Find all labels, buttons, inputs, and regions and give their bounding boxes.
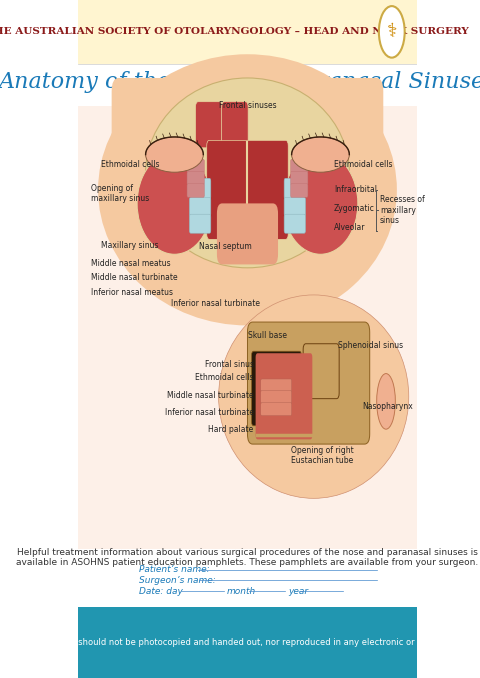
FancyBboxPatch shape (261, 379, 292, 392)
FancyBboxPatch shape (78, 607, 417, 678)
Text: Skull base: Skull base (248, 331, 287, 340)
Ellipse shape (377, 374, 396, 429)
FancyBboxPatch shape (222, 102, 248, 148)
FancyBboxPatch shape (187, 159, 204, 173)
Text: Sphenoidal sinus: Sphenoidal sinus (338, 341, 404, 351)
FancyBboxPatch shape (78, 0, 417, 64)
Text: Opening of right
Eustachian tube: Opening of right Eustachian tube (291, 446, 354, 465)
FancyBboxPatch shape (207, 140, 288, 239)
Text: Ethmoidal cells: Ethmoidal cells (195, 373, 253, 382)
Text: Zygomatic: Zygomatic (334, 203, 375, 213)
Text: A DIAGRAM FOR PATIENTS: A DIAGRAM FOR PATIENTS (192, 94, 302, 104)
Text: year: year (288, 586, 308, 596)
FancyBboxPatch shape (78, 549, 417, 607)
Text: Surgeon’s name:: Surgeon’s name: (139, 576, 216, 585)
Text: Anatomy of the Nose and Paranasal Sinuses: Anatomy of the Nose and Paranasal Sinuse… (0, 71, 480, 93)
Text: Patient’s name:: Patient’s name: (139, 565, 209, 574)
Ellipse shape (98, 54, 397, 325)
FancyBboxPatch shape (252, 351, 301, 426)
Text: Helpful treatment information about various surgical procedures of the nose and : Helpful treatment information about vari… (16, 548, 479, 567)
FancyBboxPatch shape (284, 214, 306, 233)
FancyBboxPatch shape (191, 178, 211, 199)
Ellipse shape (137, 153, 212, 254)
FancyBboxPatch shape (284, 197, 306, 216)
Ellipse shape (283, 153, 358, 254)
FancyBboxPatch shape (190, 197, 211, 216)
FancyBboxPatch shape (112, 78, 384, 149)
Ellipse shape (145, 137, 204, 172)
Ellipse shape (292, 137, 349, 172)
FancyBboxPatch shape (290, 184, 308, 197)
Text: Maxillary sinus: Maxillary sinus (101, 241, 159, 250)
Text: ⚕: ⚕ (386, 22, 397, 41)
FancyBboxPatch shape (303, 344, 339, 399)
FancyBboxPatch shape (190, 214, 211, 233)
Text: Nasal septum: Nasal septum (199, 241, 252, 251)
FancyBboxPatch shape (290, 159, 308, 173)
Text: Infraorbital: Infraorbital (334, 185, 377, 195)
Text: Hard palate: Hard palate (208, 424, 253, 434)
Text: Ethmoidal cells: Ethmoidal cells (101, 159, 160, 169)
Text: Inferior nasal turbinate: Inferior nasal turbinate (165, 407, 253, 417)
Text: Alveolar: Alveolar (334, 222, 366, 232)
Text: Inferior nasal meatus: Inferior nasal meatus (91, 288, 173, 298)
Text: Date: day: Date: day (139, 586, 183, 596)
FancyBboxPatch shape (78, 64, 417, 106)
FancyBboxPatch shape (261, 403, 292, 416)
Text: Middle nasal meatus: Middle nasal meatus (91, 258, 171, 268)
FancyBboxPatch shape (248, 322, 370, 444)
Text: Opening of
maxillary sinus: Opening of maxillary sinus (91, 184, 150, 203)
FancyBboxPatch shape (187, 172, 204, 185)
Ellipse shape (145, 78, 349, 268)
FancyBboxPatch shape (78, 106, 417, 549)
FancyBboxPatch shape (261, 391, 292, 403)
Text: THE AUSTRALIAN SOCIETY OF OTOLARYNGOLOGY – HEAD AND NECK SURGERY: THE AUSTRALIAN SOCIETY OF OTOLARYNGOLOGY… (0, 27, 468, 37)
Text: Recesses of
maxillary
sinus: Recesses of maxillary sinus (380, 195, 425, 225)
Text: Middle nasal turbinate: Middle nasal turbinate (91, 273, 178, 283)
Circle shape (379, 6, 405, 58)
Text: Nasopharynx: Nasopharynx (362, 402, 413, 412)
FancyBboxPatch shape (217, 203, 278, 264)
Text: month: month (227, 586, 256, 596)
Text: Middle nasal turbinate: Middle nasal turbinate (167, 391, 253, 401)
Ellipse shape (218, 295, 409, 498)
FancyBboxPatch shape (284, 178, 304, 199)
FancyBboxPatch shape (256, 353, 312, 439)
Text: Ethmoidal cells: Ethmoidal cells (334, 159, 393, 169)
Text: Inferior nasal turbinate: Inferior nasal turbinate (171, 299, 260, 308)
Text: Frontal sinuses: Frontal sinuses (219, 100, 276, 110)
FancyBboxPatch shape (187, 184, 204, 197)
Text: This illustration should not be photocopied and handed out, nor reproduced in an: This illustration should not be photocop… (11, 638, 480, 647)
FancyBboxPatch shape (290, 172, 308, 185)
FancyBboxPatch shape (195, 102, 222, 148)
Text: Frontal sinus: Frontal sinus (204, 359, 253, 369)
